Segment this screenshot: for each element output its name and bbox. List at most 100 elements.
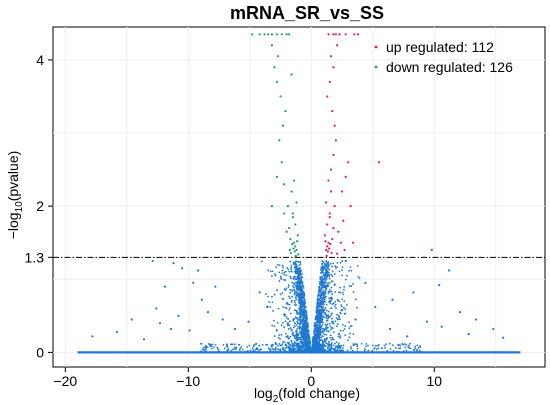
cloud-point xyxy=(325,320,328,322)
data-point xyxy=(155,307,158,310)
cloud-point xyxy=(306,322,309,325)
cloud-point xyxy=(282,266,285,269)
cloud-point xyxy=(352,283,354,285)
cloud-point xyxy=(222,343,225,346)
data-point xyxy=(336,252,339,255)
cloud-point xyxy=(299,341,302,343)
cloud-point xyxy=(286,317,289,320)
cloud-point xyxy=(287,286,290,288)
cloud-point xyxy=(323,299,325,301)
cloud-point xyxy=(269,306,272,309)
cloud-point xyxy=(300,303,303,306)
cloud-point xyxy=(338,291,340,294)
data-point xyxy=(273,66,276,69)
cloud-point xyxy=(325,345,328,347)
cloud-point xyxy=(203,349,206,352)
cloud-point xyxy=(321,291,324,293)
cloud-point xyxy=(334,303,337,306)
cloud-point xyxy=(341,308,344,311)
cloud-point xyxy=(289,335,292,338)
cloud-point xyxy=(246,349,249,352)
cloud-point xyxy=(343,306,345,309)
cloud-point xyxy=(292,326,295,329)
cloud-point xyxy=(252,345,255,347)
cloud-point xyxy=(326,283,329,286)
cloud-point xyxy=(337,342,340,345)
cloud-point xyxy=(295,260,298,263)
data-point xyxy=(364,281,367,285)
cloud-point xyxy=(315,332,318,335)
cloud-point xyxy=(332,344,335,347)
cloud-point xyxy=(324,340,327,343)
cloud-point xyxy=(316,321,319,324)
cloud-point xyxy=(287,303,289,306)
cloud-point xyxy=(289,275,292,278)
cloud-point xyxy=(348,327,351,330)
cloud-point xyxy=(281,272,284,275)
cloud-point xyxy=(317,308,320,311)
cloud-point xyxy=(322,303,325,306)
data-point xyxy=(247,320,250,323)
cloud-point xyxy=(317,294,319,297)
cloud-point xyxy=(318,283,321,285)
cloud-point xyxy=(296,280,299,283)
cloud-point xyxy=(278,334,280,336)
cloud-point xyxy=(339,286,341,289)
data-point xyxy=(344,33,347,36)
cloud-point xyxy=(305,319,308,322)
cloud-point xyxy=(289,349,292,352)
cloud-point xyxy=(304,351,307,354)
data-point xyxy=(296,240,299,243)
cloud-point xyxy=(303,299,305,302)
cloud-point xyxy=(299,272,301,275)
data-point xyxy=(284,109,287,113)
cloud-point xyxy=(285,343,287,346)
cloud-point xyxy=(299,299,301,302)
cloud-point xyxy=(340,344,343,347)
cloud-point xyxy=(347,339,349,342)
data-point xyxy=(329,190,333,193)
cloud-point xyxy=(324,348,326,351)
x-tick-label: −10 xyxy=(176,373,200,389)
cloud-point xyxy=(284,320,287,323)
cloud-point xyxy=(318,345,321,348)
cloud-point xyxy=(269,270,272,273)
cloud-point xyxy=(289,343,291,346)
data-points xyxy=(91,33,505,341)
cloud-point xyxy=(335,307,337,310)
cloud-point xyxy=(276,263,279,266)
cloud-point xyxy=(325,285,328,288)
cloud-point xyxy=(226,346,229,348)
cloud-point xyxy=(292,263,295,265)
cloud-point xyxy=(325,324,328,327)
cloud-point xyxy=(307,325,310,328)
data-point xyxy=(342,219,345,222)
cloud-point xyxy=(325,342,328,345)
cloud-point xyxy=(304,334,306,337)
cloud-point xyxy=(350,347,352,350)
cloud-point xyxy=(330,346,333,349)
cloud-point xyxy=(378,351,381,354)
cloud-point xyxy=(371,349,374,352)
cloud-point xyxy=(329,262,332,265)
cloud-point xyxy=(293,341,296,343)
cloud-point xyxy=(331,303,334,306)
cloud-point xyxy=(302,302,305,305)
cloud-point xyxy=(308,337,311,340)
cloud-point xyxy=(337,345,340,348)
data-point xyxy=(467,332,470,336)
cloud-point xyxy=(276,350,279,353)
data-point xyxy=(492,327,495,331)
cloud-point xyxy=(269,348,272,351)
cloud-point xyxy=(299,303,302,306)
cloud-point xyxy=(324,288,327,291)
cloud-point xyxy=(301,327,304,330)
cloud-point xyxy=(295,329,298,332)
cloud-point xyxy=(350,346,353,348)
data-point xyxy=(328,212,331,215)
cloud-point xyxy=(296,277,299,280)
cloud-point xyxy=(367,344,369,347)
cloud-point xyxy=(273,325,276,328)
cloud-point xyxy=(305,348,307,351)
cloud-point xyxy=(322,294,325,297)
